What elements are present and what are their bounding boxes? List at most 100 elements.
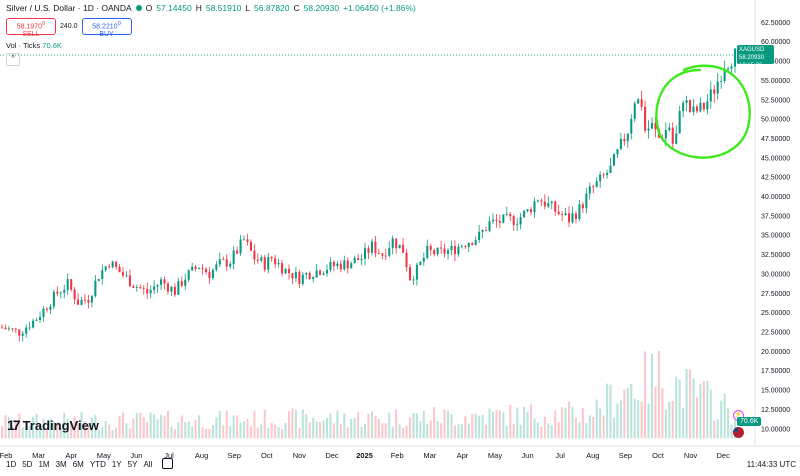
last-price-tag: XAGUSD 58.20930 10:15:26 bbox=[737, 45, 774, 69]
utc-clock[interactable]: 11:44:33 UTC bbox=[746, 460, 796, 469]
range-5d[interactable]: 5D bbox=[22, 460, 33, 469]
volume-bar bbox=[391, 426, 394, 439]
volume-bar bbox=[637, 400, 640, 439]
candle-body bbox=[512, 216, 515, 226]
range-all[interactable]: All bbox=[143, 460, 153, 469]
volume-bar bbox=[536, 422, 539, 439]
high-value: 58.51910 bbox=[205, 3, 242, 13]
candle-body bbox=[28, 327, 31, 329]
candle-body bbox=[218, 259, 221, 265]
range-1d[interactable]: 1D bbox=[6, 460, 17, 469]
candle-body bbox=[87, 300, 90, 303]
candle-body bbox=[325, 269, 329, 274]
volume-bar bbox=[308, 422, 311, 439]
range-1y[interactable]: 1Y bbox=[111, 460, 122, 469]
volume-bar bbox=[25, 425, 28, 439]
candle-body bbox=[118, 267, 121, 273]
volume-bar bbox=[364, 423, 367, 439]
candle-body bbox=[488, 221, 491, 231]
x-tick-label: Aug bbox=[195, 451, 208, 460]
volume-bar bbox=[599, 408, 602, 439]
candle-body bbox=[568, 213, 571, 223]
volume-bar bbox=[211, 425, 214, 439]
candle-body bbox=[346, 260, 349, 269]
candle-body bbox=[713, 89, 716, 94]
candle-body bbox=[623, 138, 626, 142]
change-value: +1.06450 (+1.86%) bbox=[343, 3, 416, 13]
symbol-title[interactable]: Silver / U.S. Dollar · 1D · OANDA bbox=[6, 3, 132, 13]
candle-body bbox=[298, 271, 301, 284]
x-tick-label: Aug bbox=[586, 451, 599, 460]
x-tick-label: Nov bbox=[684, 451, 698, 460]
volume-bar bbox=[720, 400, 723, 439]
candle-body bbox=[156, 284, 159, 287]
volume-bar bbox=[730, 424, 733, 439]
candle-body bbox=[97, 279, 100, 281]
volume-bar bbox=[568, 401, 571, 439]
collapse-legend-button[interactable]: ^ bbox=[6, 53, 20, 66]
volume-bar bbox=[39, 426, 42, 439]
range-3m[interactable]: 3M bbox=[55, 460, 67, 469]
volume-bar bbox=[384, 423, 387, 439]
range-6m[interactable]: 6M bbox=[72, 460, 84, 469]
volume-bar bbox=[204, 428, 208, 439]
candle-body bbox=[42, 308, 45, 318]
volume-bar bbox=[35, 413, 38, 439]
volume-bar bbox=[198, 415, 201, 439]
candle-body bbox=[730, 66, 733, 69]
candle-body bbox=[7, 328, 10, 330]
candle-body bbox=[281, 263, 284, 274]
candle-body bbox=[436, 247, 439, 255]
low-value: 56.87820 bbox=[254, 3, 290, 13]
volume-bar bbox=[28, 426, 31, 439]
volume-bar bbox=[405, 425, 408, 439]
candle-body bbox=[630, 118, 633, 134]
candle-body bbox=[104, 266, 107, 271]
volume-bar bbox=[14, 421, 17, 439]
volume-bar bbox=[229, 426, 232, 439]
candle-body bbox=[557, 211, 560, 215]
tradingview-logo: 17 TradingView bbox=[7, 417, 99, 433]
volume-bar bbox=[225, 410, 228, 439]
candle-body bbox=[128, 275, 131, 287]
candle-body bbox=[83, 299, 87, 301]
volume-bar bbox=[609, 384, 612, 439]
candle-body bbox=[574, 213, 577, 219]
sell-button[interactable]: 58.19700 SELL bbox=[6, 18, 56, 38]
range-ytd[interactable]: YTD bbox=[89, 460, 106, 469]
range-5y[interactable]: 5Y bbox=[127, 460, 138, 469]
volume-legend[interactable]: Vol · Ticks 70.6K bbox=[6, 41, 62, 50]
candle-body bbox=[626, 133, 629, 142]
volume-bar bbox=[163, 416, 166, 439]
volume-bar bbox=[443, 409, 446, 439]
volume-bar bbox=[644, 351, 647, 439]
candle-body bbox=[571, 213, 574, 223]
volume-bar bbox=[160, 414, 163, 439]
candle-body bbox=[440, 247, 443, 249]
range-1m[interactable]: 1M bbox=[38, 460, 50, 469]
volume-bar bbox=[260, 424, 263, 439]
x-tick-label: Feb bbox=[391, 451, 404, 460]
candle-body bbox=[149, 289, 152, 294]
candle-body bbox=[502, 214, 505, 223]
candle-body bbox=[367, 248, 370, 253]
us-flag-icon[interactable] bbox=[733, 427, 744, 438]
volume-bar bbox=[146, 422, 149, 439]
volume-bar bbox=[595, 399, 598, 439]
volume-bar bbox=[94, 414, 97, 439]
candle-body bbox=[671, 127, 674, 144]
candle-body bbox=[246, 239, 249, 242]
candle-body bbox=[166, 283, 169, 292]
candle-body bbox=[253, 250, 256, 260]
spread-value: 240.0 bbox=[60, 23, 78, 30]
volume-bar bbox=[108, 424, 111, 439]
volume-bar bbox=[87, 425, 90, 439]
buy-button[interactable]: 58.22100 BUY bbox=[81, 18, 132, 38]
calendar-icon[interactable] bbox=[162, 458, 173, 469]
y-tick-label: 42.50000 bbox=[761, 175, 790, 182]
volume-bar bbox=[408, 417, 412, 439]
volume-bar bbox=[305, 414, 308, 439]
candle-body bbox=[256, 259, 259, 261]
volume-bar bbox=[194, 419, 197, 439]
